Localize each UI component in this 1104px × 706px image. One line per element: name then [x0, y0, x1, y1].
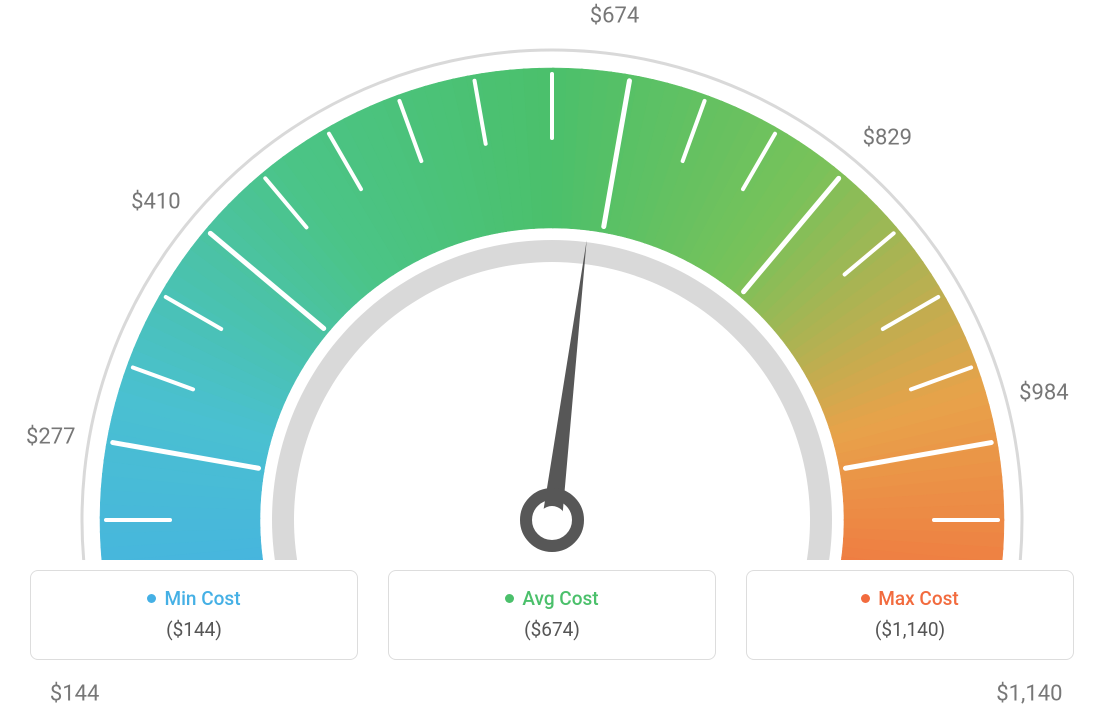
gauge-area: $144$277$410$674$829$984$1,140 [0, 0, 1104, 560]
legend-label-avg: Avg Cost [522, 587, 598, 610]
needle [542, 240, 587, 521]
tick-label: $277 [26, 425, 75, 450]
legend-dot-max [861, 594, 870, 603]
tick-label: $674 [590, 3, 639, 28]
tick-label: $144 [50, 681, 99, 706]
legend-title-min: Min Cost [147, 587, 240, 610]
tick-label: $984 [1019, 381, 1068, 406]
legend-card-min: Min Cost ($144) [30, 570, 358, 660]
tick-label: $410 [131, 189, 180, 214]
legend-row: Min Cost ($144) Avg Cost ($674) Max Cost… [0, 570, 1104, 660]
legend-card-avg: Avg Cost ($674) [388, 570, 716, 660]
legend-value-max: ($1,140) [757, 618, 1063, 641]
legend-value-avg: ($674) [399, 618, 705, 641]
legend-value-min: ($144) [41, 618, 347, 641]
tick-label: $1,140 [996, 681, 1062, 706]
legend-title-max: Max Cost [861, 587, 958, 610]
legend-label-max: Max Cost [878, 587, 958, 610]
legend-label-min: Min Cost [164, 587, 240, 610]
gauge-svg [0, 0, 1104, 560]
legend-dot-min [147, 594, 156, 603]
tick-label: $829 [863, 126, 912, 151]
legend-card-max: Max Cost ($1,140) [746, 570, 1074, 660]
legend-dot-avg [505, 594, 514, 603]
cost-gauge-chart: $144$277$410$674$829$984$1,140 Min Cost … [0, 0, 1104, 690]
legend-title-avg: Avg Cost [505, 587, 598, 610]
